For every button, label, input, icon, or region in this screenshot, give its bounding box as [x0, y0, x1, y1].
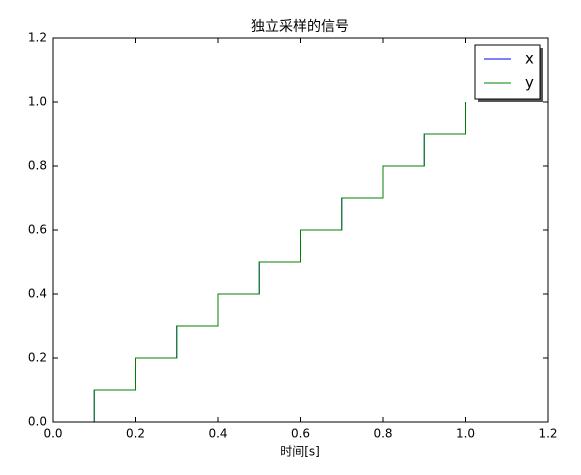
x-tick-label: 0.8: [373, 427, 392, 441]
x-tick-label: 1.0: [456, 427, 475, 441]
x-tick-label: 0.2: [126, 427, 145, 441]
x-axis-label: 时间[s]: [280, 445, 320, 459]
y-tick-label: 0.2: [28, 351, 47, 365]
x-tick-label: 0.6: [291, 427, 310, 441]
y-tick-label: 1.2: [28, 31, 47, 45]
y-tick-label: 0.8: [28, 159, 47, 173]
y-tick-label: 1.0: [28, 95, 47, 109]
legend-box: [474, 44, 541, 100]
x-tick-label: 0.0: [43, 427, 62, 441]
y-tick-label: 0.6: [28, 223, 47, 237]
line-series: [93, 102, 466, 422]
x-tick-label: 1.2: [538, 427, 557, 441]
x-tick-label: 0.4: [208, 427, 227, 441]
y-tick-label: 0.4: [28, 287, 47, 301]
chart-title: 独立采样的信号: [251, 19, 349, 35]
legend-label: x: [525, 50, 534, 68]
y-tick-label: 0.0: [28, 415, 47, 429]
legend-label: y: [525, 74, 534, 92]
